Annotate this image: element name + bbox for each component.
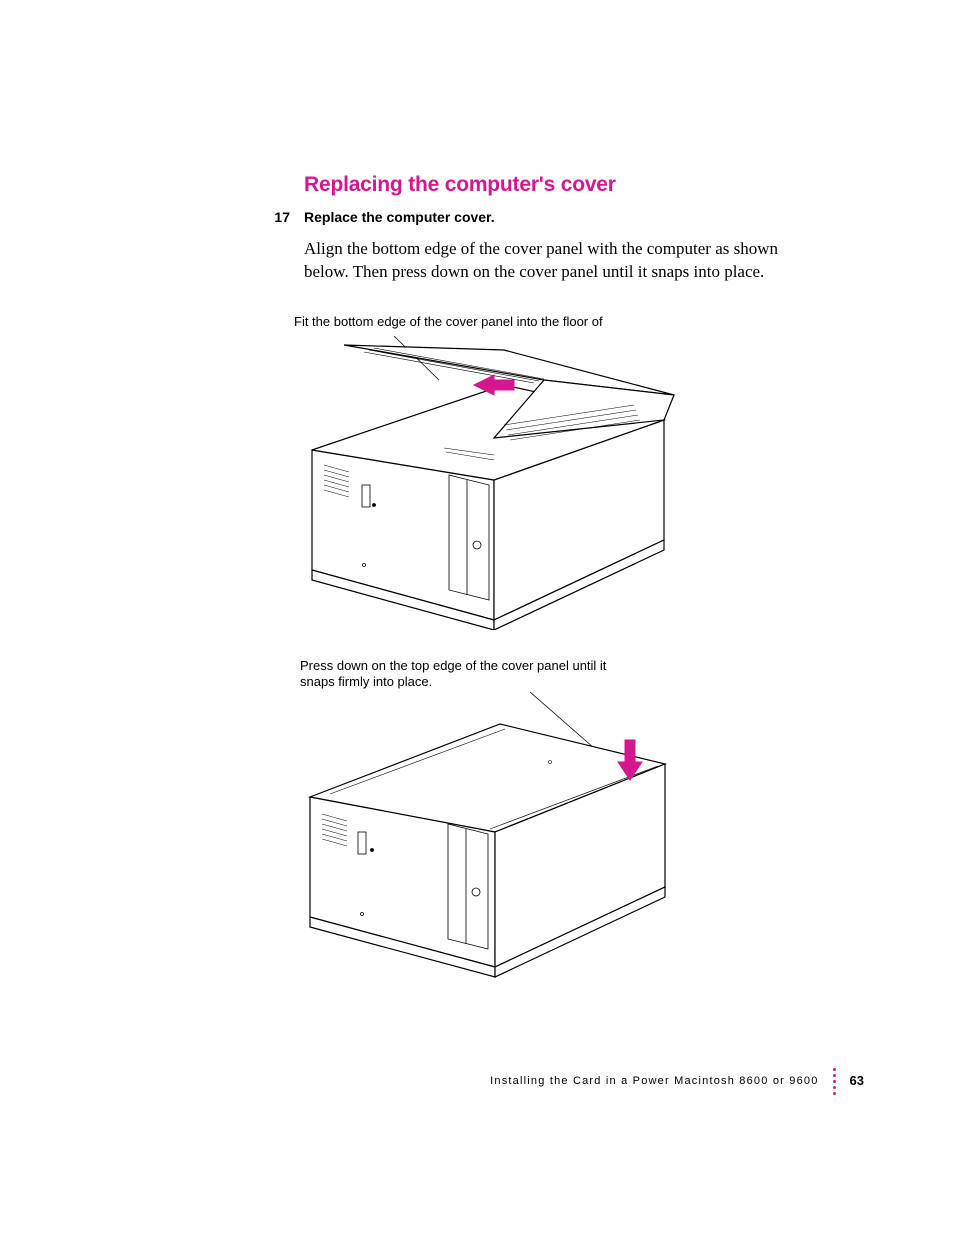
- step-number: 17: [260, 209, 290, 225]
- figure2-caption: Press down on the top edge of the cover …: [300, 658, 620, 691]
- footer-chapter-title: Installing the Card in a Power Macintosh…: [490, 1075, 818, 1087]
- footer-dots-icon: [833, 1066, 836, 1095]
- page-footer: Installing the Card in a Power Macintosh…: [490, 1066, 864, 1095]
- step-title: Replace the computer cover.: [304, 209, 495, 225]
- manual-page: Replacing the computer's cover 17 Replac…: [0, 0, 954, 1235]
- instruction-body: Align the bottom edge of the cover panel…: [304, 238, 824, 284]
- footer-page-number: 63: [850, 1073, 864, 1088]
- figure2-illustration: [290, 692, 690, 992]
- figure1-illustration: [294, 330, 694, 630]
- section-title: Replacing the computer's cover: [304, 173, 616, 197]
